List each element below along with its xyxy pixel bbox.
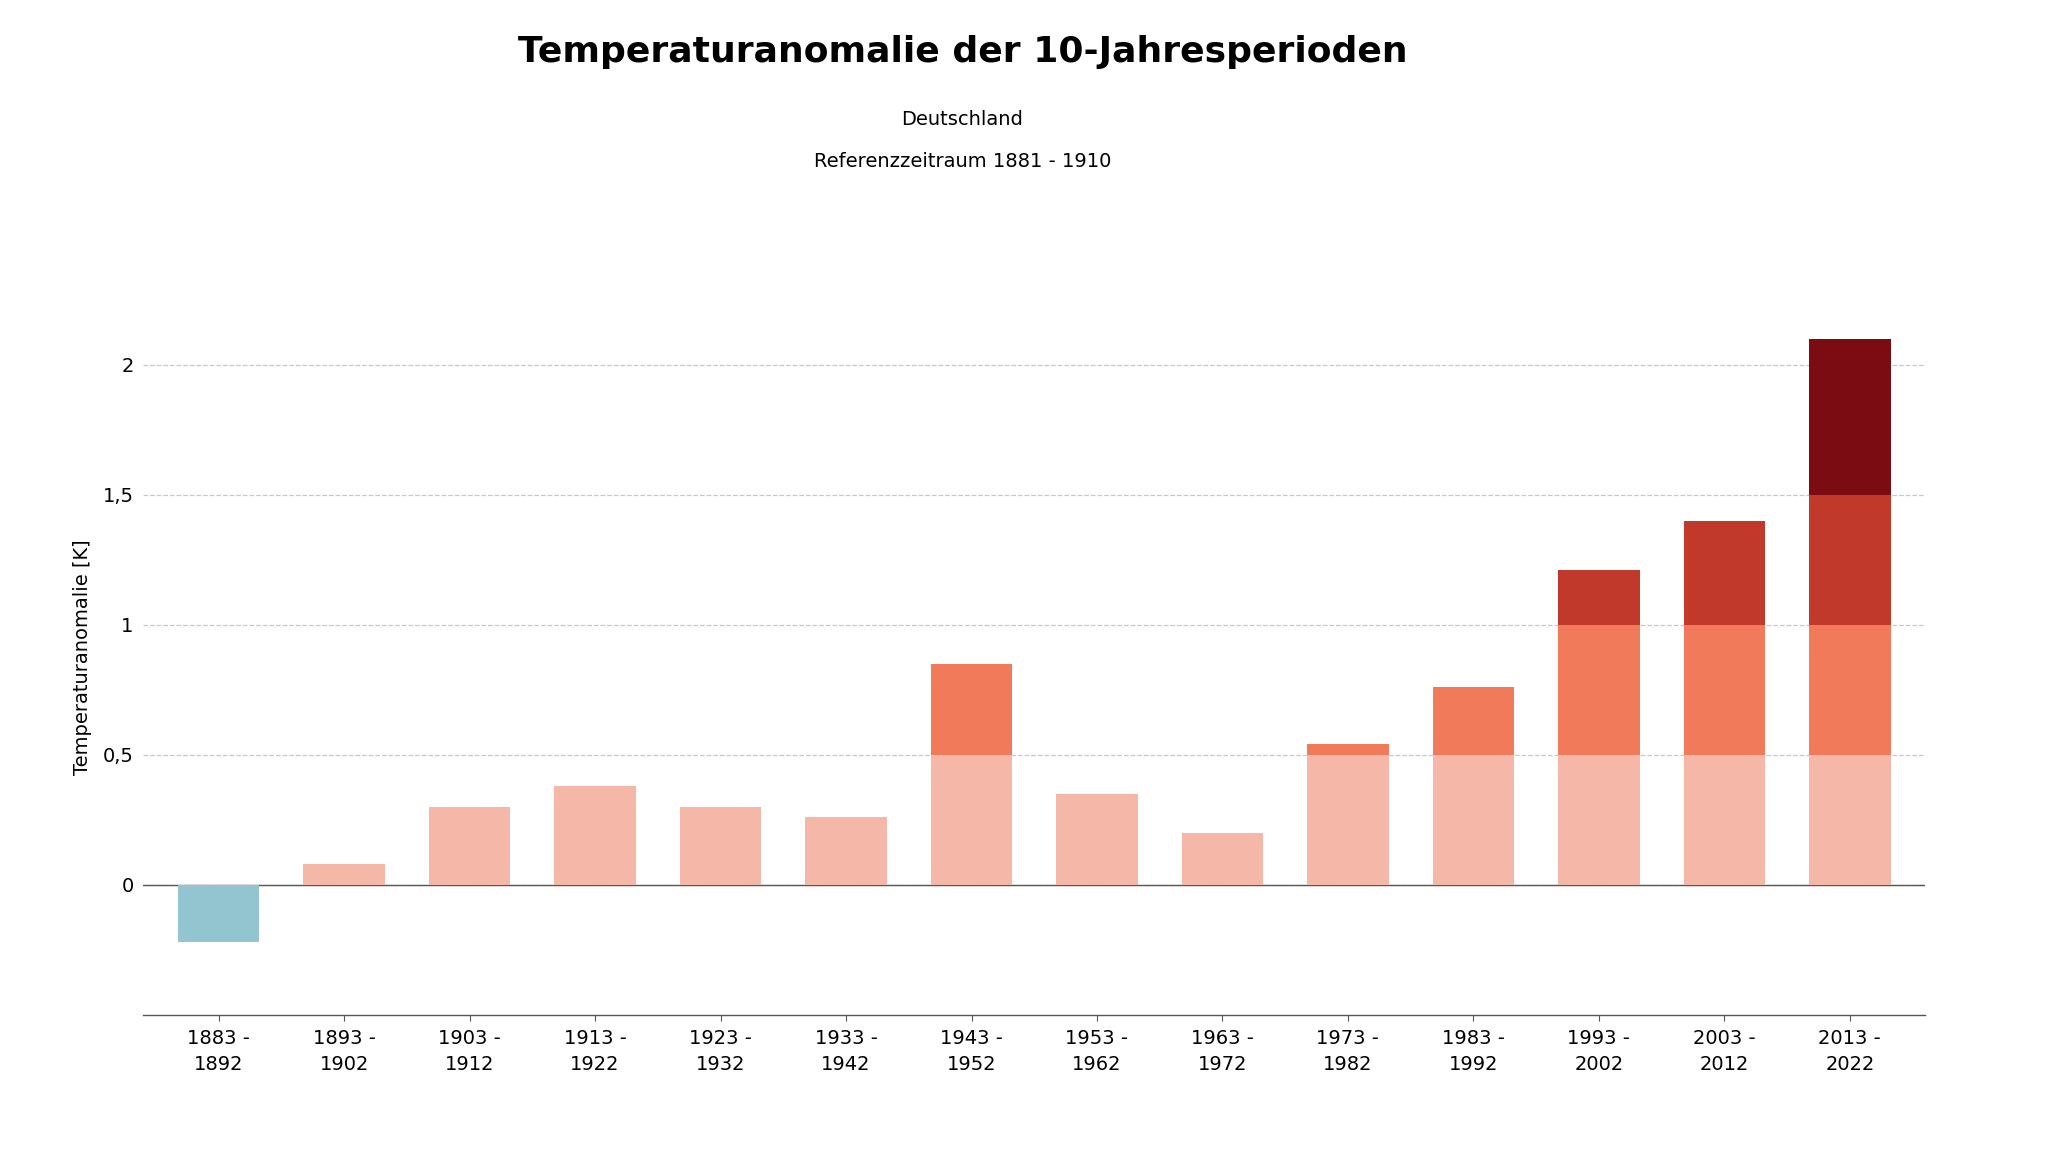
Bar (1434, 687, 1513, 755)
Bar (1307, 745, 1389, 884)
Bar (1434, 687, 1513, 884)
Bar (555, 786, 635, 884)
Bar (1559, 570, 1640, 884)
Bar (1559, 570, 1640, 625)
Bar (1808, 495, 1890, 625)
Bar (1683, 625, 1765, 755)
Bar (303, 864, 385, 884)
Bar (178, 884, 260, 942)
Bar (1307, 745, 1389, 755)
Bar (680, 807, 762, 884)
Bar (1683, 521, 1765, 625)
Bar (1559, 625, 1640, 755)
Text: Referenzzeitraum 1881 - 1910: Referenzzeitraum 1881 - 1910 (813, 152, 1112, 171)
Text: Deutschland: Deutschland (901, 110, 1024, 128)
Bar (1683, 521, 1765, 884)
Bar (1808, 339, 1890, 495)
Bar (428, 807, 510, 884)
Bar (1182, 832, 1264, 884)
Text: DWD: DWD (1864, 60, 1925, 80)
Text: Temperaturanomalie der 10-Jahresperioden: Temperaturanomalie der 10-Jahresperioden (518, 35, 1407, 68)
Bar (805, 817, 887, 884)
Bar (1057, 793, 1139, 884)
Y-axis label: Temperaturanomalie [K]: Temperaturanomalie [K] (72, 540, 92, 775)
Bar (930, 664, 1012, 884)
Bar (1808, 625, 1890, 755)
Bar (1808, 339, 1890, 884)
Bar (930, 664, 1012, 755)
